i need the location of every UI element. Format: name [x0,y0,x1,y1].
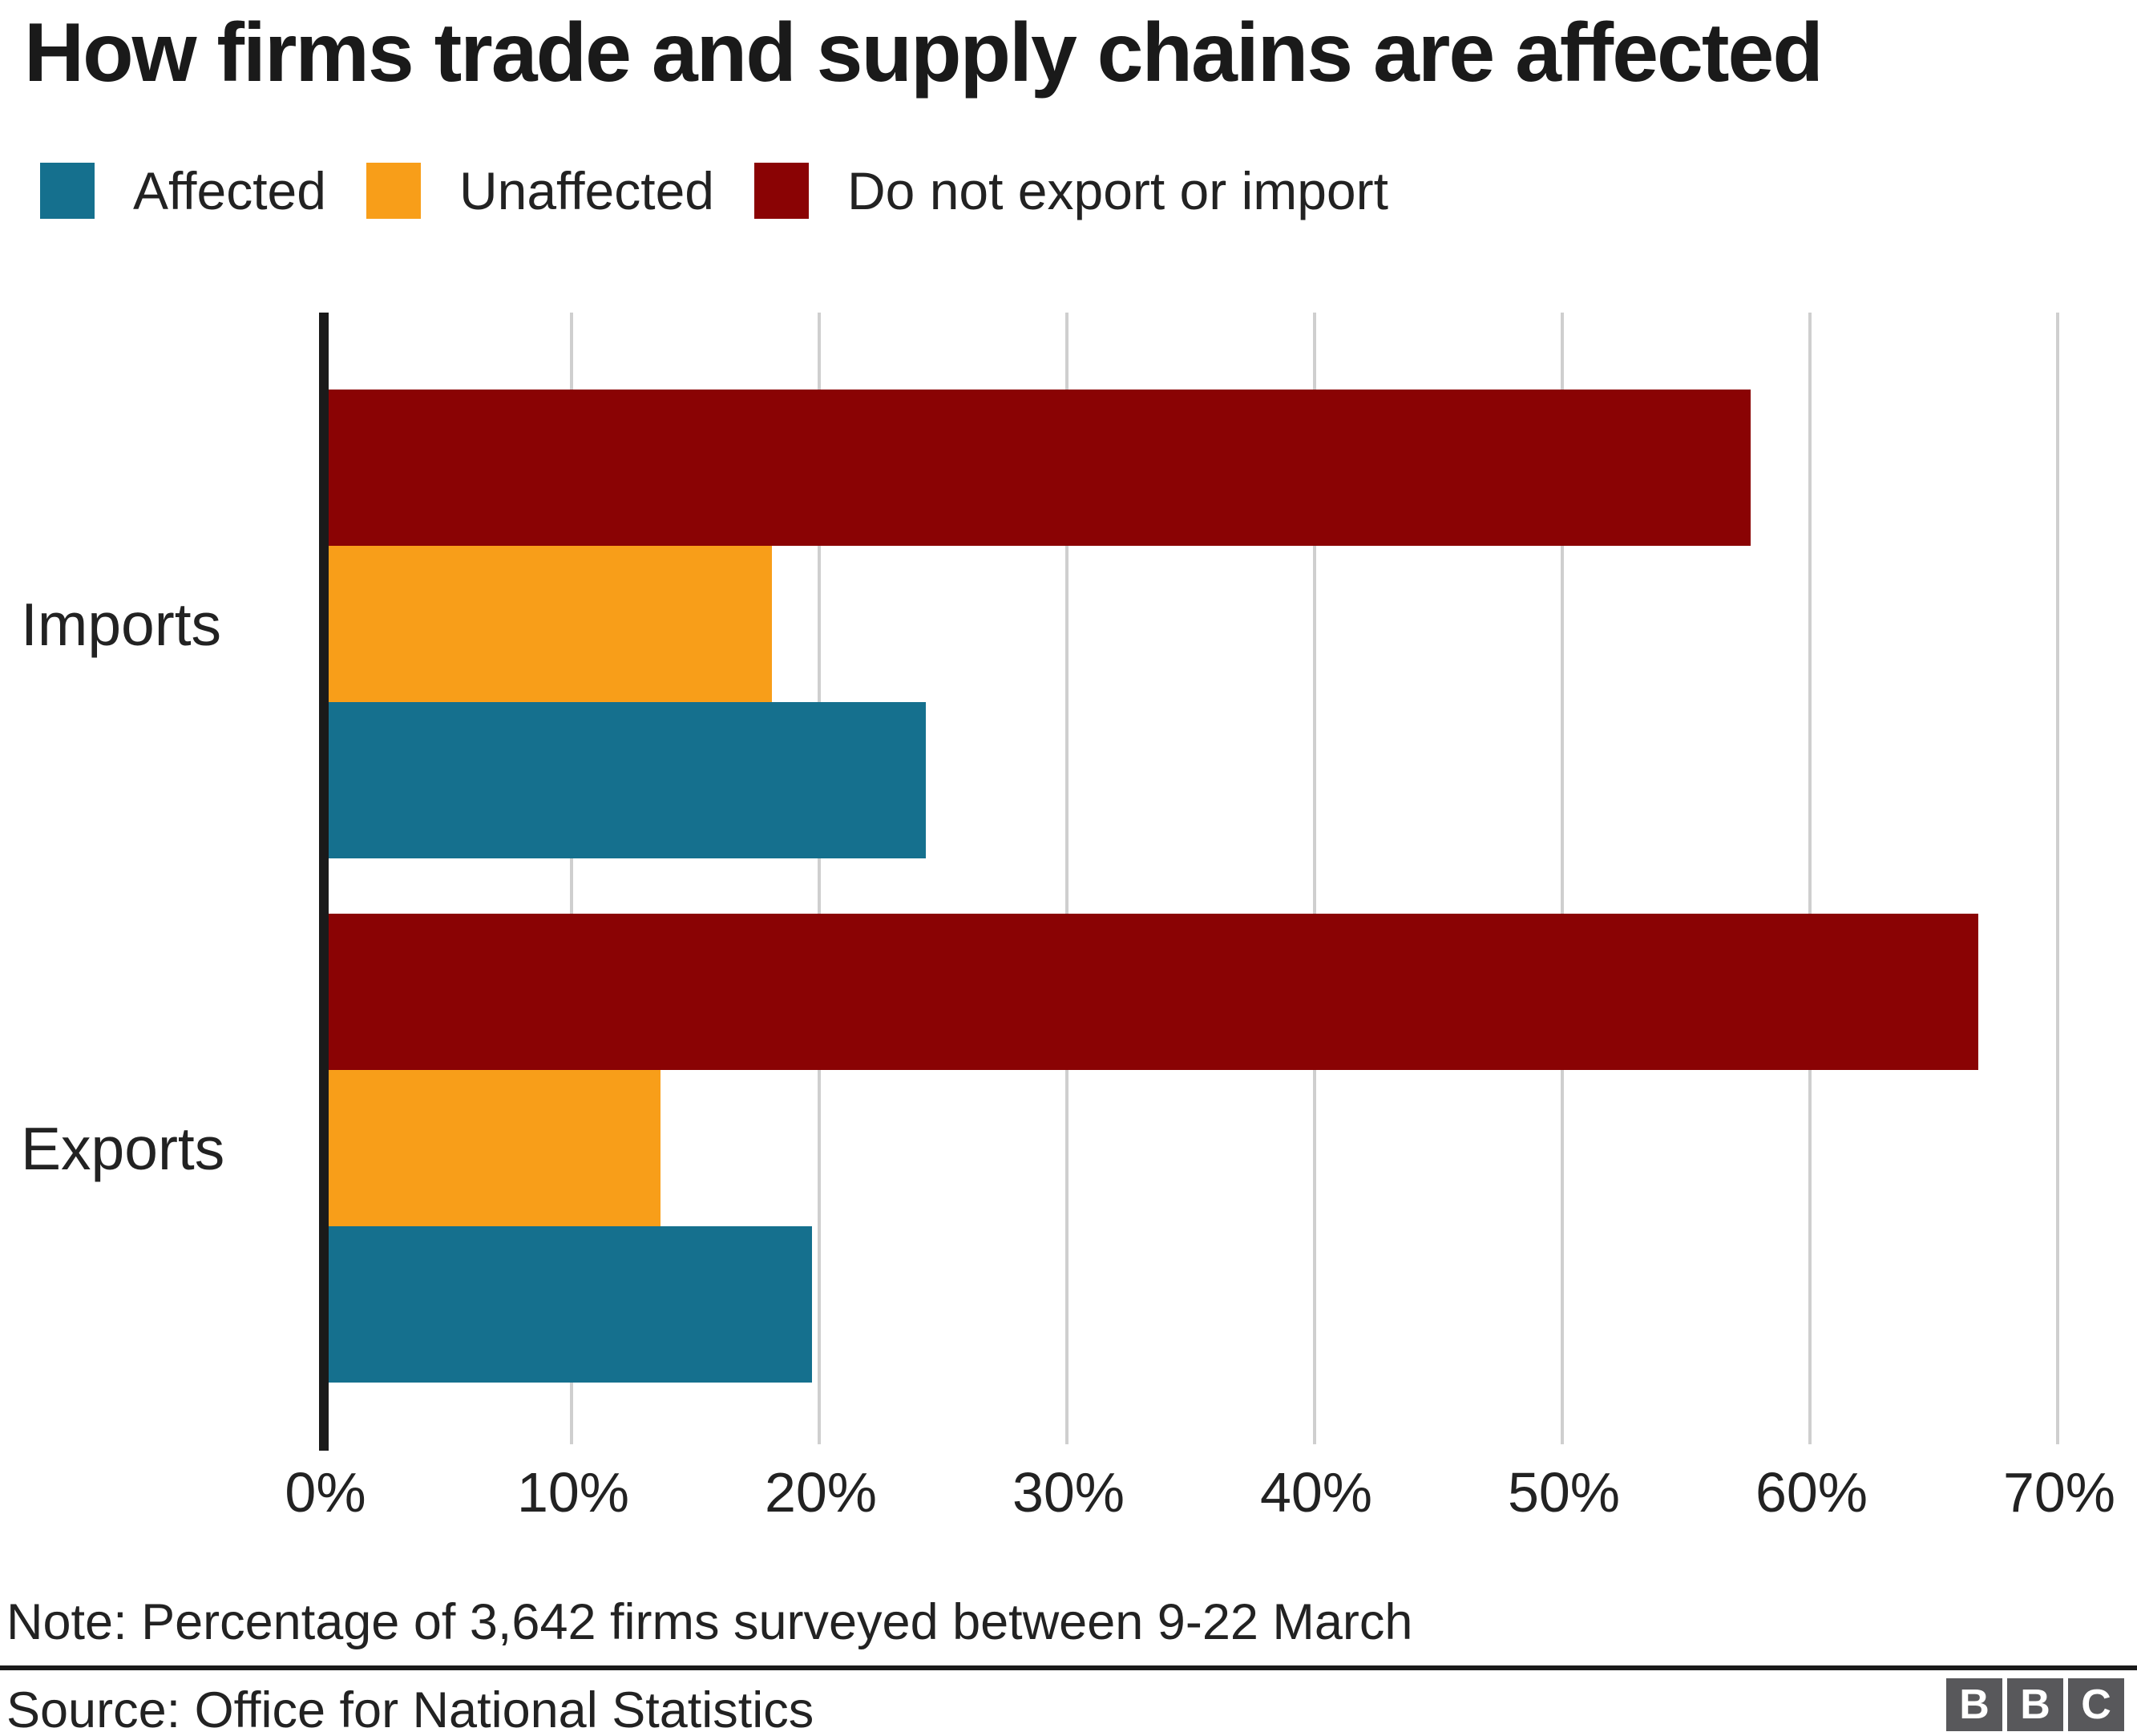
x-tick-label-20: 20% [764,1461,878,1524]
legend-label-unaffected: Unaffected [459,161,714,220]
page-title: How firms trade and supply chains are af… [24,6,1824,99]
legend-swatch-do-not-export-or-import [753,163,809,219]
legend-item-affected: Affected [40,160,326,221]
bar-imports-affected [329,702,926,858]
legend-swatch-unaffected [366,163,421,219]
gridline-20 [818,313,821,1444]
footer-divider [0,1665,2137,1670]
category-label-imports: Imports [21,590,222,658]
bar-exports-do-not-export-or-import [329,914,1979,1070]
gridline-50 [1561,313,1564,1444]
bbc-logo-block: B [1946,1678,2002,1731]
x-tick-label-70: 70% [2002,1461,2116,1524]
x-tick-label-30: 30% [1012,1461,1125,1524]
bbc-logo-block: C [2068,1678,2124,1731]
gridline-70 [2056,313,2059,1444]
legend-item-do-not-export-or-import: Do not export or import [753,160,1388,221]
bbc-logo-block: B [2007,1678,2063,1731]
bar-imports-unaffected [329,546,773,702]
x-tick-label-40: 40% [1259,1461,1373,1524]
bar-imports-do-not-export-or-import [329,390,1751,546]
source-text: Source: Office for National Statistics [6,1682,814,1736]
legend: Affected Unaffected Do not export or impor… [40,160,1388,221]
gridline-40 [1313,313,1316,1444]
bar-exports-affected [329,1226,812,1383]
legend-item-unaffected: Unaffected [366,160,714,221]
category-label-exports: Exports [21,1114,225,1182]
y-axis-line [319,313,329,1451]
note-text: Note: Percentage of 3,642 firms surveyed… [6,1594,1413,1650]
legend-label-do-not-export-or-import: Do not export or import [846,161,1388,220]
bar-exports-unaffected [329,1070,661,1226]
legend-swatch-affected [40,163,95,219]
bbc-logo: B B C [1946,1678,2124,1731]
gridline-60 [1808,313,1812,1444]
gridline-10 [570,313,573,1444]
x-tick-label-0: 0% [285,1461,366,1524]
legend-label-affected: Affected [133,161,326,220]
x-tick-label-60: 60% [1755,1461,1868,1524]
x-tick-label-50: 50% [1507,1461,1621,1524]
gridline-30 [1065,313,1068,1444]
x-tick-label-10: 10% [516,1461,630,1524]
